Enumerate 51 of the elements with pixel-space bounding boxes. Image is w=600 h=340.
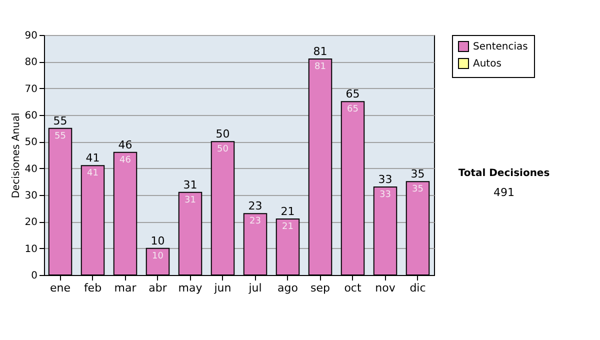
- x-tick-label: jul: [248, 282, 262, 294]
- total-label: 55: [53, 114, 68, 128]
- y-tick-label: 50: [24, 137, 38, 148]
- x-tick-label: mar: [114, 282, 137, 294]
- x-tick-label: may: [178, 282, 203, 294]
- data-label: 55: [54, 131, 66, 142]
- total-label: 50: [216, 128, 230, 141]
- data-label: 10: [152, 251, 164, 262]
- total-label: 21: [280, 205, 295, 218]
- total-label: 31: [183, 178, 198, 192]
- y-tick-label: 0: [31, 270, 38, 282]
- text: Total Decisiones: [458, 168, 550, 179]
- data-label: 23: [250, 216, 261, 227]
- y-tick-label: 10: [24, 244, 38, 255]
- y-tick-label: 80: [24, 57, 38, 68]
- legend-label: Sentencias: [473, 42, 528, 52]
- x-tick-label: ene: [50, 282, 71, 294]
- data-label: 41: [87, 168, 98, 179]
- y-tick-label: 60: [24, 110, 38, 122]
- y-tick-label: 70: [24, 84, 38, 95]
- data-label: 31: [184, 195, 196, 206]
- data-label: 33: [380, 190, 391, 200]
- y-tick-label: 90: [24, 30, 38, 42]
- total-label: 35: [410, 168, 425, 181]
- total-label: 46: [118, 138, 132, 152]
- y-tick-label: 40: [24, 164, 38, 175]
- y-axis-title: Decisiones Anual: [10, 112, 22, 198]
- x-tick-label: feb: [84, 282, 102, 294]
- x-tick-label: ago: [278, 282, 298, 294]
- data-label: 81: [314, 62, 326, 72]
- legend-label: Autos: [473, 58, 502, 70]
- x-tick-label: nov: [375, 282, 396, 294]
- x-tick-label: abr: [148, 282, 168, 294]
- y-tick-label: 30: [24, 190, 38, 202]
- x-tick-label: dic: [410, 282, 426, 294]
- total-label: 23: [248, 200, 262, 213]
- data-label: 46: [120, 155, 132, 166]
- data-label: 35: [412, 184, 424, 195]
- total-label: 65: [346, 88, 360, 101]
- total-label: 10: [150, 234, 165, 248]
- data-label: 50: [217, 144, 229, 155]
- text: 491: [494, 186, 514, 199]
- total-label: 81: [313, 45, 328, 58]
- x-tick-label: jun: [213, 282, 232, 294]
- total-label: 33: [378, 173, 392, 186]
- x-tick-label: oct: [344, 282, 362, 294]
- data-label: 21: [282, 222, 294, 232]
- total-label: 41: [86, 152, 100, 165]
- x-tick-label: sep: [310, 282, 330, 294]
- data-label: 65: [347, 104, 358, 115]
- y-tick-label: 20: [24, 217, 38, 228]
